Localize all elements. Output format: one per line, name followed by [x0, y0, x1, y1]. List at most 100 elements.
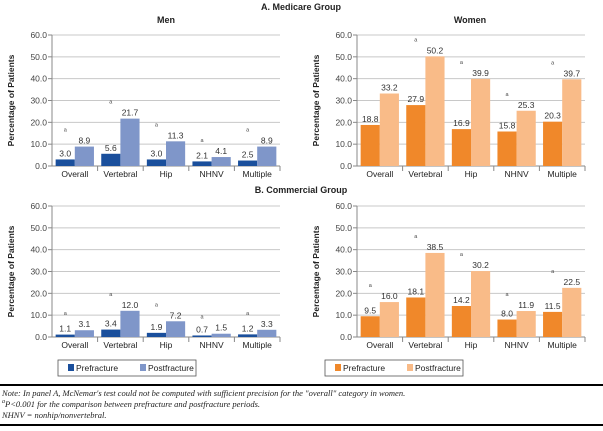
- significance-marker: a: [369, 283, 373, 289]
- bar-postfracture: [516, 110, 536, 166]
- bar-prefracture: [497, 319, 517, 337]
- y-tick-label: 40.0: [30, 74, 47, 84]
- y-tick-label: 10.0: [30, 139, 47, 149]
- significance-marker: a: [155, 302, 159, 308]
- bar-prefracture: [238, 334, 258, 337]
- bar-prefracture: [451, 129, 471, 166]
- significance-marker: a: [246, 311, 250, 317]
- bar-postfracture: [120, 118, 140, 166]
- bar-postfracture: [211, 333, 231, 337]
- bar-postfracture: [516, 311, 536, 337]
- y-tick-label: 60.0: [30, 201, 47, 211]
- data-label: 33.2: [381, 83, 398, 93]
- data-label: 5.6: [105, 143, 117, 153]
- data-label: 11.5: [545, 301, 561, 311]
- data-label: 16.0: [381, 291, 398, 301]
- note-line-3: NHNV = nonhip/nonvertebral.: [2, 410, 107, 420]
- bar-prefracture: [543, 121, 563, 166]
- y-tick-label: 20.0: [30, 117, 47, 127]
- data-label: 2.1: [196, 150, 208, 160]
- x-tick-label: NHNV: [505, 169, 529, 179]
- data-label: 7.2: [170, 310, 182, 320]
- data-label: 1.9: [151, 322, 163, 332]
- y-tick-label: 10.0: [335, 139, 352, 149]
- bar-postfracture: [257, 146, 277, 166]
- data-label: 1.1: [59, 324, 71, 334]
- bar-prefracture: [451, 305, 471, 337]
- legend-label: Prefracture: [76, 363, 118, 373]
- data-label: 4.1: [215, 146, 227, 156]
- x-tick-label: Overall: [61, 340, 88, 350]
- significance-marker: a: [505, 292, 509, 298]
- bar-prefracture: [360, 124, 380, 166]
- data-label: 27.9: [408, 94, 425, 104]
- bar-prefracture: [55, 334, 75, 337]
- data-label: 2.5: [242, 150, 254, 160]
- y-tick-label: 20.0: [30, 288, 47, 298]
- x-tick-label: Hip: [160, 340, 173, 350]
- bar-postfracture: [471, 271, 491, 337]
- bar-prefracture: [192, 335, 212, 337]
- y-tick-label: 20.0: [335, 117, 352, 127]
- y-tick-label: 30.0: [30, 96, 47, 106]
- significance-marker: a: [64, 128, 68, 134]
- y-tick-label: 60.0: [335, 30, 352, 40]
- significance-marker: a: [246, 128, 250, 134]
- significance-marker: a: [200, 315, 204, 321]
- y-tick-label: 40.0: [335, 74, 352, 84]
- legend-swatch-postfracture: [407, 364, 413, 371]
- note-top-rule: [0, 384, 603, 386]
- x-tick-label: Vertebral: [103, 340, 137, 350]
- bar-postfracture: [379, 93, 399, 166]
- data-label: 8.9: [78, 136, 90, 146]
- data-label: 0.7: [196, 324, 208, 334]
- x-tick-label: Multiple: [548, 169, 578, 179]
- note-line-1: Note: In panel A, McNemar's test could n…: [2, 388, 406, 398]
- y-axis-label: Percentage of Patients: [311, 225, 321, 317]
- y-tick-label: 10.0: [30, 310, 47, 320]
- significance-marker: a: [551, 269, 555, 275]
- bar-prefracture: [146, 332, 166, 337]
- data-label: 50.2: [427, 45, 444, 55]
- bar-postfracture: [257, 329, 277, 337]
- data-label: 3.4: [105, 319, 117, 329]
- data-label: 8.0: [501, 309, 513, 319]
- y-tick-label: 50.0: [30, 223, 47, 233]
- y-tick-label: 60.0: [335, 201, 352, 211]
- data-label: 12.0: [122, 300, 139, 310]
- y-tick-label: 50.0: [335, 52, 352, 62]
- significance-marker: a: [460, 252, 464, 258]
- y-tick-label: 0.0: [35, 332, 47, 342]
- bar-prefracture: [55, 159, 75, 166]
- group-title: A. Medicare Group: [261, 2, 342, 12]
- note-line-2: aP<0.001 for the comparison between pref…: [2, 399, 260, 409]
- data-label: 14.2: [453, 295, 470, 305]
- bar-postfracture: [166, 321, 186, 337]
- significance-marker: a: [155, 122, 159, 128]
- bar-prefracture: [497, 131, 517, 166]
- note-marker: a: [2, 399, 5, 406]
- y-tick-label: 10.0: [335, 310, 352, 320]
- significance-marker: a: [64, 311, 68, 317]
- data-label: 11.9: [518, 300, 534, 310]
- y-tick-label: 0.0: [340, 161, 352, 171]
- y-tick-label: 40.0: [335, 245, 352, 255]
- y-tick-label: 20.0: [335, 288, 352, 298]
- bar-prefracture: [238, 160, 258, 166]
- significance-marker: a: [109, 100, 113, 106]
- x-tick-label: NHNV: [200, 340, 224, 350]
- y-tick-label: 0.0: [340, 332, 352, 342]
- data-label: 3.0: [151, 148, 163, 158]
- group-title: B. Commercial Group: [255, 185, 348, 195]
- bar-postfracture: [562, 287, 582, 337]
- y-tick-label: 40.0: [30, 245, 47, 255]
- significance-marker: a: [200, 138, 204, 144]
- significance-marker: a: [414, 37, 418, 43]
- bar-postfracture: [379, 302, 399, 337]
- bar-prefracture: [146, 159, 166, 166]
- data-label: 9.5: [364, 305, 376, 315]
- x-tick-label: Overall: [61, 169, 88, 179]
- significance-marker: a: [460, 60, 464, 66]
- bar-postfracture: [166, 141, 186, 166]
